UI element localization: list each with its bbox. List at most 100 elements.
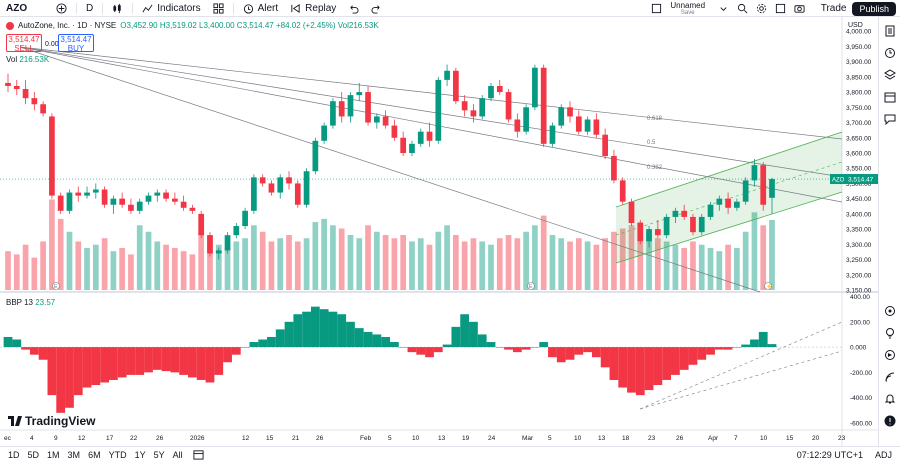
bbp-bar[interactable] bbox=[469, 321, 478, 348]
bbp-bar[interactable] bbox=[767, 344, 777, 348]
range-5d[interactable]: 5D bbox=[27, 449, 40, 460]
tradingview-logo[interactable]: TradingView bbox=[8, 414, 95, 428]
symbol-search[interactable]: AZO bbox=[6, 2, 28, 14]
bbp-bar[interactable] bbox=[741, 344, 751, 348]
bbp-bar[interactable] bbox=[521, 347, 531, 350]
candle-body[interactable] bbox=[66, 192, 73, 211]
ideas-bulb-icon[interactable] bbox=[884, 327, 896, 339]
candle-body[interactable] bbox=[110, 198, 117, 205]
bbp-name[interactable]: BBP 13 bbox=[6, 298, 33, 307]
candle-body[interactable] bbox=[189, 207, 196, 211]
candle-body[interactable] bbox=[145, 195, 152, 202]
candle-body[interactable] bbox=[294, 183, 301, 205]
range-1m[interactable]: 1M bbox=[47, 449, 60, 460]
candle-body[interactable] bbox=[505, 92, 512, 120]
bbp-bar[interactable] bbox=[65, 347, 74, 408]
bbp-bar[interactable] bbox=[152, 347, 162, 370]
candle-body[interactable] bbox=[57, 195, 64, 211]
candle-body[interactable] bbox=[637, 223, 644, 242]
redo-icon[interactable] bbox=[365, 0, 388, 17]
candle-body[interactable] bbox=[760, 165, 767, 205]
bbp-bar[interactable] bbox=[407, 347, 417, 353]
candle-body[interactable] bbox=[409, 143, 415, 153]
streams-icon[interactable] bbox=[884, 349, 896, 361]
bbp-bar[interactable] bbox=[161, 347, 171, 372]
candle-body[interactable] bbox=[540, 67, 547, 144]
candle-body[interactable] bbox=[681, 210, 688, 217]
candle-body[interactable] bbox=[128, 204, 134, 211]
candle-body[interactable] bbox=[488, 85, 494, 99]
candle-body[interactable] bbox=[22, 89, 29, 99]
candle-body[interactable] bbox=[496, 85, 503, 93]
bbp-bar[interactable] bbox=[609, 347, 619, 380]
candle-body[interactable] bbox=[13, 85, 20, 90]
bbp-bar[interactable] bbox=[346, 321, 355, 348]
channel-fill[interactable] bbox=[616, 132, 842, 263]
bbp-bar[interactable] bbox=[267, 336, 276, 348]
range-6m[interactable]: 6M bbox=[88, 449, 101, 460]
publish-button[interactable]: Publish bbox=[852, 1, 896, 16]
bbp-bar[interactable] bbox=[390, 342, 399, 348]
bbp-bar[interactable] bbox=[73, 347, 83, 396]
settings-gear-icon[interactable] bbox=[756, 3, 767, 14]
candle-body[interactable] bbox=[435, 79, 442, 141]
candle-body[interactable] bbox=[49, 116, 55, 196]
bbp-bar[interactable] bbox=[758, 331, 768, 348]
bbp-bar[interactable] bbox=[100, 347, 109, 383]
candle-body[interactable] bbox=[338, 101, 345, 117]
candle-body[interactable] bbox=[5, 82, 11, 86]
candle-body[interactable] bbox=[224, 235, 231, 251]
bbp-bar[interactable] bbox=[504, 347, 513, 350]
trendline[interactable] bbox=[19, 46, 761, 293]
bbp-bar[interactable] bbox=[433, 347, 443, 353]
bbp-bar[interactable] bbox=[539, 342, 549, 348]
candle-body[interactable] bbox=[277, 177, 284, 193]
bbp-bar[interactable] bbox=[240, 347, 250, 348]
buy-button[interactable]: 3,514.47 BUY bbox=[58, 34, 94, 53]
watchlist-icon[interactable] bbox=[884, 25, 896, 37]
candle-body[interactable] bbox=[251, 177, 257, 211]
candle-body[interactable] bbox=[84, 192, 90, 196]
bbp-bar[interactable] bbox=[425, 347, 434, 358]
candle-body[interactable] bbox=[365, 92, 371, 123]
bbp-bar[interactable] bbox=[679, 347, 689, 370]
candle-body[interactable] bbox=[312, 140, 319, 172]
legend-title[interactable]: AutoZone, Inc. · 1D · NYSE bbox=[18, 21, 117, 30]
bbp-bar[interactable] bbox=[214, 347, 224, 375]
candle-body[interactable] bbox=[207, 235, 213, 254]
bbp-bar[interactable] bbox=[196, 347, 206, 380]
bbp-bar[interactable] bbox=[460, 314, 470, 348]
bbp-bar[interactable] bbox=[188, 347, 197, 378]
bbp-bar[interactable] bbox=[398, 347, 408, 348]
help-icon[interactable] bbox=[884, 415, 896, 427]
bbp-bar[interactable] bbox=[451, 326, 461, 348]
bbp-bar[interactable] bbox=[662, 347, 672, 380]
candle-body[interactable] bbox=[672, 210, 679, 217]
bbp-bar[interactable] bbox=[530, 347, 540, 348]
range-3m[interactable]: 3M bbox=[67, 449, 81, 460]
candle-body[interactable] bbox=[119, 198, 126, 205]
bbp-bar[interactable] bbox=[126, 347, 136, 375]
bbp-bar[interactable] bbox=[205, 347, 215, 383]
bbp-bar[interactable] bbox=[372, 334, 382, 348]
bbp-bar[interactable] bbox=[12, 339, 22, 348]
trendline[interactable] bbox=[19, 46, 843, 203]
candle-body[interactable] bbox=[303, 171, 310, 205]
bbp-bar[interactable] bbox=[319, 309, 329, 348]
bbp-bar[interactable] bbox=[91, 347, 101, 386]
candle-body[interactable] bbox=[523, 107, 529, 132]
bbp-bar[interactable] bbox=[548, 347, 557, 358]
bbp-bar[interactable] bbox=[591, 347, 601, 358]
alerts-clock-icon[interactable] bbox=[884, 47, 896, 59]
bbp-bar[interactable] bbox=[328, 311, 338, 348]
candle-body[interactable] bbox=[373, 116, 380, 123]
candle-body[interactable] bbox=[646, 229, 652, 242]
layers-icon[interactable] bbox=[884, 69, 896, 81]
bbp-bar[interactable] bbox=[486, 342, 496, 348]
current-price-badge[interactable] bbox=[830, 174, 878, 185]
bbp-bar[interactable] bbox=[600, 347, 610, 368]
candle-body[interactable] bbox=[532, 67, 538, 108]
candle-body[interactable] bbox=[259, 177, 266, 184]
layout-name-button[interactable]: Unnamed Save bbox=[666, 1, 710, 16]
